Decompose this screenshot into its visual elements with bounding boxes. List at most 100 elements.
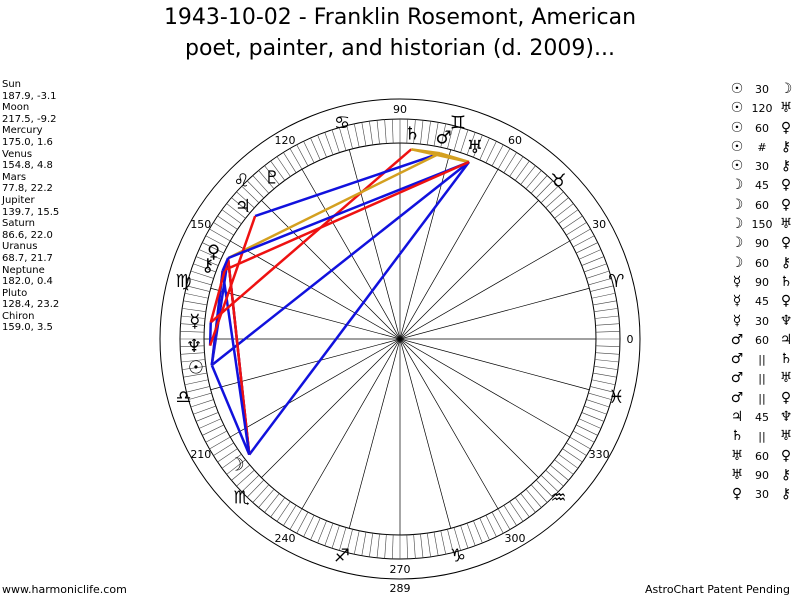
planet-glyph-jupiter: ♃ xyxy=(235,196,251,217)
aspect-planet-2: ♃ xyxy=(779,331,793,348)
aspect-row: ☽ 45 ♀ xyxy=(726,176,796,195)
aspect-planet-1: ☿ xyxy=(732,273,742,290)
degree-tick xyxy=(289,148,303,170)
degree-tick xyxy=(331,525,340,549)
degree-tick xyxy=(246,180,265,199)
degree-tick xyxy=(270,160,286,181)
aspect-row: ♃ 45 ♆ xyxy=(726,408,796,427)
aspect-planet-1: ☽ xyxy=(730,216,744,233)
degree-tick xyxy=(540,185,559,204)
footer-center-value: 289 xyxy=(390,582,411,595)
degree-tick xyxy=(485,515,497,537)
aspect-line xyxy=(254,152,441,218)
degree-label: 240 xyxy=(275,532,296,545)
degree-tick xyxy=(566,222,587,236)
degree-tick xyxy=(540,474,559,493)
aspect-planet-1: ♄ xyxy=(730,428,744,445)
degree-tick xyxy=(198,249,222,260)
degree-tick xyxy=(497,148,511,170)
degree-tick xyxy=(460,525,469,549)
degree-tick xyxy=(361,122,367,147)
aspect-angle: 30 xyxy=(755,314,769,328)
degree-tick xyxy=(530,484,548,503)
aspect-line xyxy=(227,160,470,260)
degree-tick xyxy=(252,484,270,503)
aspect-angle: || xyxy=(758,372,766,386)
degree-tick xyxy=(569,436,591,450)
zodiac-sign-glyph: ♓ xyxy=(608,387,624,408)
aspect-line xyxy=(210,364,251,456)
degree-tick xyxy=(258,170,275,190)
aspect-planet-1: ♂ xyxy=(730,351,744,368)
degree-tick xyxy=(426,121,431,145)
aspect-angle: 60 xyxy=(755,256,769,270)
degree-tick xyxy=(592,300,617,306)
degree-tick xyxy=(264,493,280,513)
aspect-angle: 90 xyxy=(755,237,769,251)
degree-tick xyxy=(545,469,564,487)
aspect-planet-1: ♂ xyxy=(730,370,744,387)
degree-tick xyxy=(205,430,228,443)
aspect-row: ☽ 60 ♀ xyxy=(726,196,796,215)
degree-tick xyxy=(591,379,616,386)
aspect-row: ♅ 60 ♀ xyxy=(726,447,796,466)
planet-glyph-mercury: ☿ xyxy=(189,311,200,332)
aspect-planet-2: ⚷ xyxy=(780,466,792,483)
aspect-row: ☽ 90 ♀ xyxy=(726,234,796,253)
degree-tick xyxy=(562,215,583,230)
aspect-planet-2: ♀ xyxy=(780,293,792,310)
degree-tick xyxy=(588,392,612,400)
degree-tick xyxy=(503,505,517,526)
degree-tick xyxy=(578,249,602,260)
chart-title-line-2: poet, painter, and historian (d. 2009)..… xyxy=(185,36,615,61)
degree-tick xyxy=(213,222,234,236)
degree-tick xyxy=(466,523,476,546)
degree-tick xyxy=(193,263,216,273)
aspect-planet-2: ♆ xyxy=(779,409,793,426)
degree-tick xyxy=(576,242,598,254)
degree-tick xyxy=(447,529,454,553)
degree-tick xyxy=(594,359,619,363)
aspect-planet-2: ⚷ xyxy=(780,254,792,271)
zodiac-sign-glyph: ♉ xyxy=(550,171,566,192)
degree-tick xyxy=(369,121,374,145)
aspect-planet-2: ⚷ xyxy=(780,158,792,175)
aspect-planet-1: ☿ xyxy=(732,312,742,329)
degree-tick xyxy=(549,464,569,481)
degree-tick xyxy=(296,511,309,534)
degree-tick xyxy=(535,180,554,199)
planet-glyph-uranus: ♅ xyxy=(467,137,483,158)
degree-tick xyxy=(346,125,353,149)
aspect-angle: 90 xyxy=(755,275,769,289)
aspect-planet-1: ♃ xyxy=(730,409,744,426)
degree-tick xyxy=(514,160,530,181)
planet-name-chiron: Chiron xyxy=(2,310,35,322)
degree-tick xyxy=(353,530,360,555)
aspect-planet-1: ☉ xyxy=(730,81,744,97)
zodiac-sign-glyph: ♏ xyxy=(234,487,250,508)
degree-label: 150 xyxy=(190,218,211,231)
aspect-planet-1: ☉ xyxy=(730,138,744,155)
degree-tick xyxy=(195,256,219,266)
degree-tick xyxy=(491,144,504,167)
degree-tick xyxy=(317,134,327,158)
planet-coords-moon: 217.5, -9.2 xyxy=(2,113,57,125)
aspect-row: ☉ # ⚷ xyxy=(726,138,796,157)
aspect-angle: 30 xyxy=(755,160,769,174)
degree-tick xyxy=(479,517,490,541)
planet-glyph-moon: ☽ xyxy=(228,454,244,475)
footer-website[interactable]: www.harmoniclife.com xyxy=(2,583,127,596)
degree-tick xyxy=(226,459,246,475)
aspect-planet-2: ♅ xyxy=(779,100,793,117)
aspect-planet-1: ☽ xyxy=(730,254,744,271)
degree-tick xyxy=(184,379,209,386)
degree-tick xyxy=(324,132,334,155)
aspect-row: ☽ 60 ⚷ xyxy=(726,254,796,273)
planet-glyph-mars: ♂ xyxy=(435,128,451,149)
degree-label: 210 xyxy=(190,448,211,461)
degree-tick xyxy=(595,323,620,326)
degree-tick xyxy=(202,424,224,436)
degree-tick xyxy=(226,203,246,219)
aspect-line xyxy=(211,160,470,367)
aspect-row: ♂ || ♀ xyxy=(726,389,796,408)
